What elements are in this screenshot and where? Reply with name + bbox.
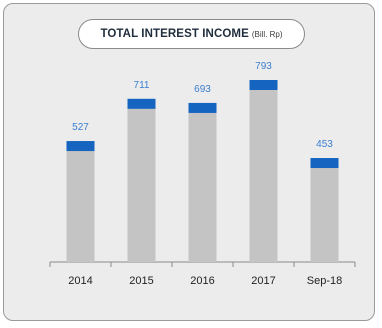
- value-label-Sep-18: 453: [316, 139, 333, 150]
- tick-label-Sep-18: Sep-18: [307, 275, 342, 287]
- value-label-2015: 711: [134, 80, 150, 91]
- value-label-2014: 527: [72, 122, 89, 133]
- tick-label-2017: 2017: [251, 275, 275, 287]
- bar-cap-2017: [249, 80, 278, 90]
- bar-2015: [127, 98, 156, 262]
- tick-label-2014: 2014: [68, 275, 92, 287]
- tick-label-2016: 2016: [190, 275, 214, 287]
- value-label-2016: 693: [194, 84, 211, 95]
- tick-label-2015: 2015: [129, 275, 153, 287]
- bar-Sep-18: [310, 158, 339, 262]
- value-label-2017: 793: [255, 61, 272, 72]
- bar-cap-Sep-18: [310, 158, 339, 169]
- chart-title-box: TOTAL INTEREST INCOME (Bill. Rp): [78, 19, 305, 49]
- bar-cap-2014: [66, 141, 95, 152]
- bar-2016: [188, 102, 217, 262]
- bar-cap-2016: [188, 102, 217, 113]
- bar-2017: [249, 80, 278, 262]
- chart-unit: (Bill. Rp): [251, 29, 283, 39]
- bar-2014: [66, 141, 95, 262]
- bar-cap-2015: [127, 98, 156, 109]
- chart-title: TOTAL INTEREST INCOME: [100, 28, 249, 40]
